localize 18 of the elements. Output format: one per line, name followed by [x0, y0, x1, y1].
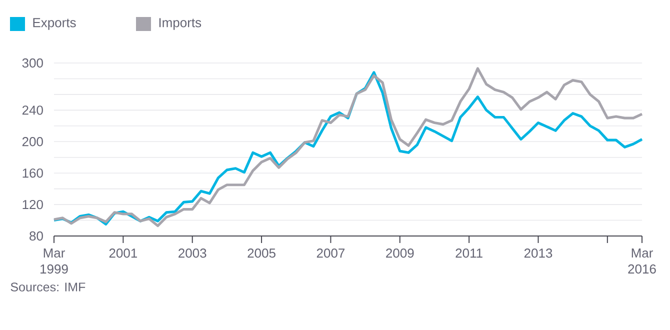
x-tick-label: 2009 — [386, 248, 414, 258]
y-tick-label: 300 — [22, 58, 43, 68]
y-tick-label: 160 — [22, 168, 43, 178]
y-tick-label: 120 — [22, 200, 43, 210]
x-tick-label: Mar 1999 — [40, 248, 68, 274]
x-tick-label: 2007 — [316, 248, 345, 258]
x-tick-label: 2005 — [248, 248, 276, 258]
x-tick-label: 2011 — [456, 248, 482, 258]
y-tick-label: 240 — [22, 106, 43, 115]
y-tick-label: 200 — [22, 137, 43, 146]
legend-label: Imports — [159, 18, 202, 30]
x-tick-label: 2001 — [109, 248, 138, 258]
x-tick-label: 2013 — [524, 248, 552, 258]
source-note: Sources: IMF — [10, 282, 86, 292]
y-tick-label: 80 — [30, 231, 43, 241]
x-tick-label: Mar 2016 — [628, 248, 656, 274]
legend-label: Exports — [33, 18, 76, 30]
x-tick-label: 2003 — [178, 248, 206, 258]
